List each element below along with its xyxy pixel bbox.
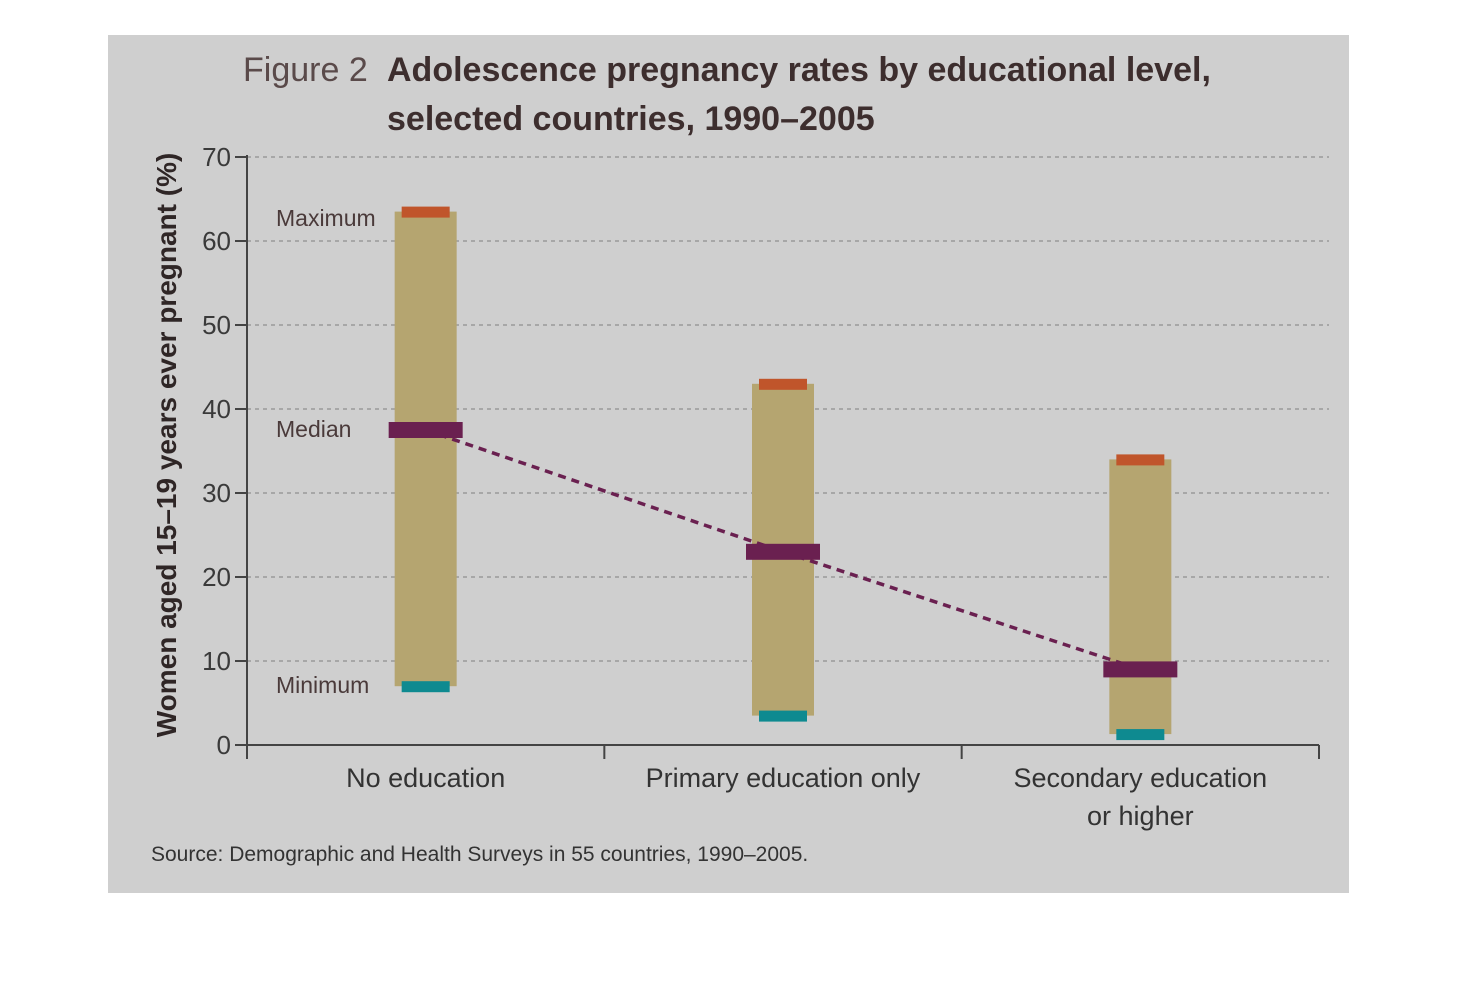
- figure-panel: Figure 2 Adolescence pregnancy rates by …: [108, 35, 1349, 893]
- y-tick-label: 70: [202, 142, 231, 172]
- min-marker: [401, 681, 450, 693]
- y-tick-label: 40: [202, 394, 231, 424]
- category-label: Secondary education: [1013, 763, 1267, 793]
- y-tick-label: 0: [217, 730, 231, 760]
- median-marker: [746, 543, 820, 560]
- max-marker: [401, 206, 450, 218]
- source-note: Source: Demographic and Health Surveys i…: [151, 843, 808, 866]
- max-marker: [1116, 454, 1165, 466]
- range-bars: [394, 211, 1172, 735]
- y-tick-labels: 0 10 20 30 40 50 60 70: [202, 142, 231, 760]
- chart-title-line1: Adolescence pregnancy rates by education…: [387, 51, 1211, 89]
- y-tick-label: 10: [202, 646, 231, 676]
- category-label-line2: or higher: [1087, 801, 1194, 831]
- category-label: No education: [346, 763, 505, 793]
- y-tick-label: 20: [202, 562, 231, 592]
- chart: Figure 2 Adolescence pregnancy rates by …: [151, 51, 1329, 866]
- range-bar: [394, 211, 457, 687]
- chart-title-line2: selected countries, 1990–2005: [387, 100, 875, 138]
- median-marker: [388, 422, 463, 438]
- figure-label: Figure 2: [243, 51, 368, 89]
- y-axis-label: Women aged 15–19 years ever pregnant (%): [151, 153, 182, 738]
- annotation-maximum: Maximum: [276, 205, 376, 231]
- category-label: Primary education only: [646, 763, 921, 793]
- y-tick-label: 60: [202, 226, 231, 256]
- median-marker: [1103, 661, 1178, 678]
- min-marker: [1116, 729, 1165, 741]
- markers: [388, 206, 1178, 741]
- max-marker: [759, 378, 807, 390]
- annotation-minimum: Minimum: [276, 672, 369, 698]
- category-labels: No education Primary education only Second…: [346, 763, 1267, 831]
- y-tick-label: 50: [202, 310, 231, 340]
- min-marker: [759, 710, 807, 722]
- axes: [235, 155, 1320, 759]
- annotation-median: Median: [276, 416, 351, 442]
- range-bar: [1109, 459, 1172, 735]
- y-tick-label: 30: [202, 478, 231, 508]
